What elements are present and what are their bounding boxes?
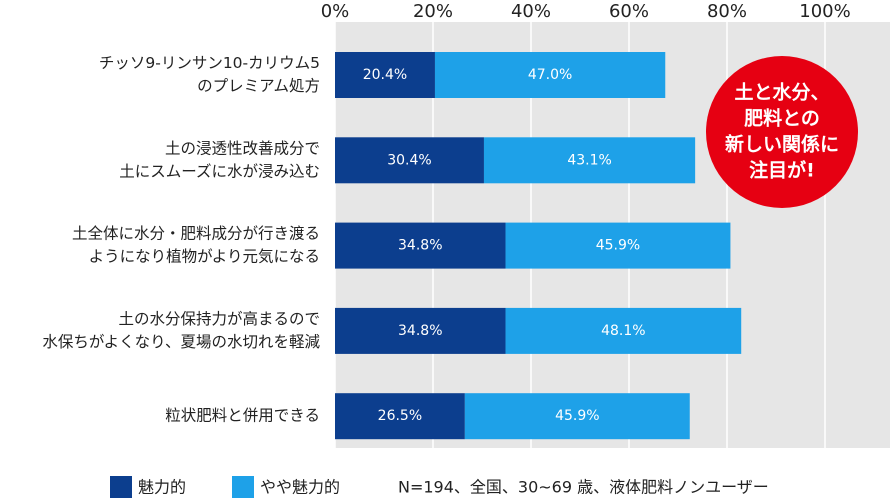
x-tick-label: 80%: [707, 1, 747, 22]
category-label: 水保ちがよくなり、夏場の水切れを軽減: [42, 333, 320, 351]
bar: [483, 137, 696, 184]
bar: [464, 393, 690, 440]
annotation-text: 注目が!: [749, 159, 815, 182]
note: N=194、全国、30~69 歳、液体肥料ノンユーザー: [398, 478, 769, 497]
value-label: 45.9%: [596, 238, 640, 254]
legend-swatch: [110, 476, 132, 498]
bar: [335, 52, 435, 98]
category-label: 粒状肥料と併用できる: [165, 407, 320, 425]
annotation-bubble: [706, 56, 858, 208]
value-label: 26.5%: [378, 408, 422, 424]
category-label: 土全体に水分・肥料成分が行き渡る: [72, 225, 320, 243]
value-label: 30.4%: [387, 152, 431, 168]
bar: [505, 307, 742, 354]
value-label: 34.8%: [398, 323, 442, 339]
annotation-text: 肥料との: [744, 107, 820, 130]
value-label: 20.4%: [363, 67, 407, 83]
x-tick-label: 60%: [609, 1, 649, 22]
x-tick-label: 40%: [511, 1, 551, 22]
bar: [434, 52, 666, 98]
bar: [335, 393, 465, 440]
category-label: のプレミアム処方: [197, 77, 320, 95]
bar: [505, 222, 731, 269]
bar: [335, 222, 506, 269]
value-label: 43.1%: [567, 152, 611, 168]
annotation-text: 土と水分、: [734, 82, 829, 104]
bar: [335, 137, 484, 184]
x-tick-label: 20%: [413, 1, 453, 22]
value-label: 48.1%: [601, 323, 645, 339]
bar: [335, 307, 506, 354]
legend-label: 魅力的: [138, 478, 186, 497]
legend-swatch: [232, 476, 254, 498]
value-label: 34.8%: [398, 238, 442, 254]
category-label: 土の浸透性改善成分で: [165, 139, 320, 157]
value-label: 47.0%: [528, 67, 572, 83]
category-label: ようになり植物がより元気になる: [89, 248, 320, 266]
annotation-text: 新しい関係に: [725, 133, 839, 156]
legend-label: やや魅力的: [260, 478, 340, 497]
x-tick-label: 0%: [321, 1, 350, 22]
category-label: 土の水分保持力が高まるので: [118, 310, 320, 328]
x-tick-label: 100%: [799, 1, 850, 22]
category-label: 土にスムーズに水が浸み込む: [119, 162, 320, 180]
category-label: チッソ9-リンサン10-カリウム5: [99, 54, 320, 72]
value-label: 45.9%: [555, 408, 599, 424]
